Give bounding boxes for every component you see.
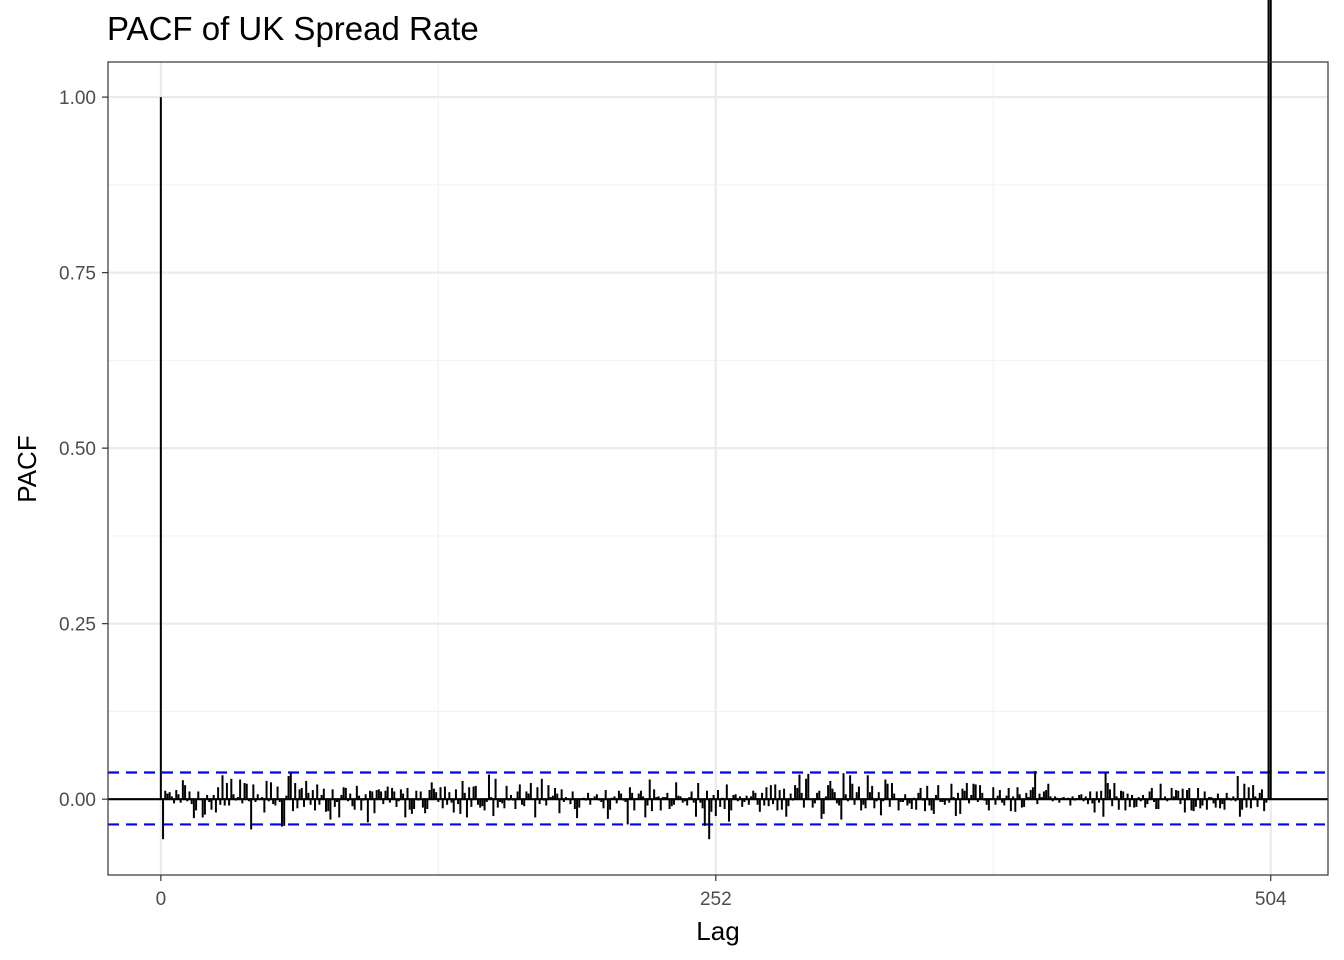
- x-axis: 0 252 504: [156, 875, 1287, 910]
- y-tick-label: 0.00: [59, 790, 96, 811]
- panel-border: [107, 61, 1329, 876]
- y-tick-label: 0.50: [59, 439, 96, 460]
- y-tick-label: 1.00: [59, 88, 96, 109]
- y-axis-title: PACF: [12, 435, 42, 502]
- y-tick-label: 0.25: [59, 615, 96, 636]
- y-axis: 0.00 0.25 0.50 0.75 1.00: [59, 88, 108, 811]
- x-tick-label: 504: [1255, 889, 1287, 910]
- y-tick-label: 0.75: [59, 264, 96, 285]
- x-tick-label: 0: [156, 889, 167, 910]
- chart-title: PACF of UK Spread Rate: [107, 10, 479, 47]
- x-tick-label: 252: [700, 889, 732, 910]
- pacf-bars: [159, 0, 1272, 840]
- minor-gridlines: [108, 62, 1328, 875]
- x-axis-title: Lag: [696, 916, 739, 946]
